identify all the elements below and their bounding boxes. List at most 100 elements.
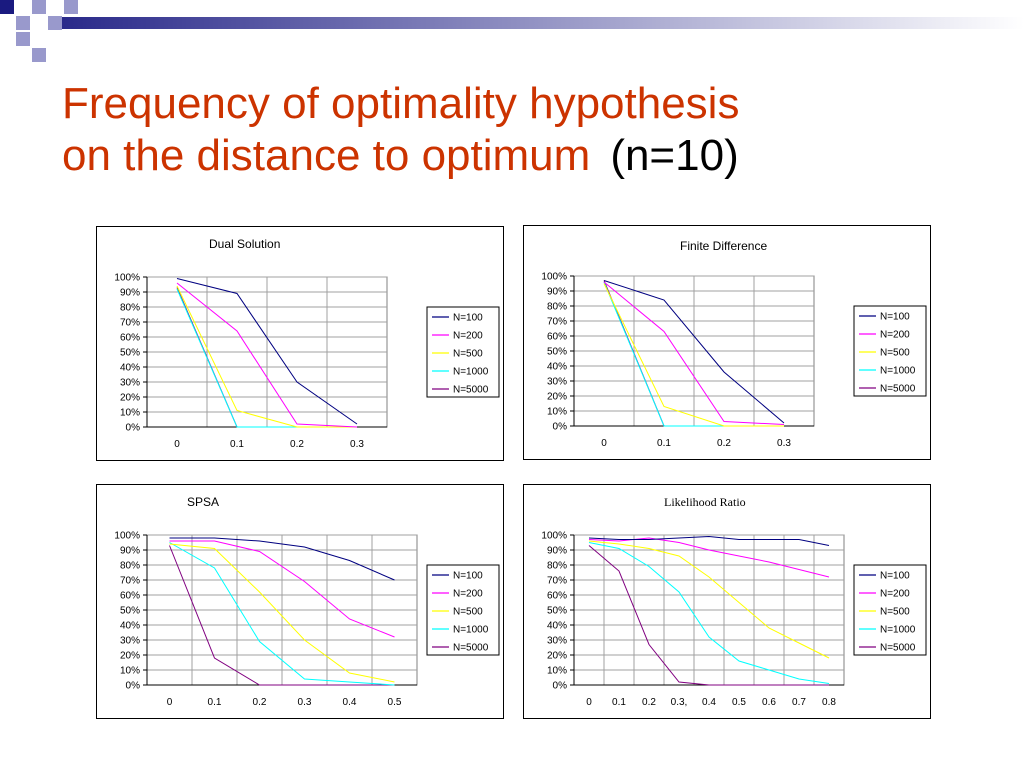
y-tick-label: 30% — [547, 636, 567, 647]
y-tick-label: 80% — [547, 302, 567, 313]
x-tick-label: 0 — [167, 697, 173, 708]
deco-square — [0, 0, 14, 14]
y-tick-label: 100% — [541, 531, 567, 542]
chart-dual-solution: Dual Solution 0% 10% 20% 30% 40% 50% 60% 70% 80% 9… — [114, 237, 500, 450]
x-tick-label: 0.3 — [777, 438, 791, 449]
y-tick-label: 90% — [547, 546, 567, 557]
y-tick-label: 0% — [126, 681, 141, 692]
legend-label: N=500 — [880, 607, 910, 618]
series-line-n-500 — [169, 543, 395, 683]
chart-panel-likelihood-ratio: Likelihood Ratio 0% 10% 20% 30% 40% 50% 60% 70% 8… — [523, 484, 931, 719]
x-tick-label: 0 — [586, 697, 592, 708]
deco-square — [16, 16, 30, 30]
y-tick-label: 100% — [541, 272, 567, 283]
series-line-n-100 — [169, 537, 395, 581]
y-tick-label: 40% — [120, 363, 140, 374]
legend-label: N=5000 — [453, 643, 489, 654]
x-tick-label: 0.2 — [717, 438, 731, 449]
y-tick-label: 90% — [120, 546, 140, 557]
series-line-n-100 — [176, 278, 358, 425]
y-tick-label: 50% — [120, 606, 140, 617]
legend-label: N=5000 — [880, 643, 916, 654]
y-tick-label: 60% — [547, 332, 567, 343]
x-tick-label: 0.6 — [762, 697, 776, 708]
series-line-n-100 — [588, 535, 830, 546]
deco-square — [32, 0, 46, 14]
y-tick-label: 70% — [120, 318, 140, 329]
legend-label: N=1000 — [880, 625, 916, 636]
y-tick-label: 90% — [547, 287, 567, 298]
chart-likelihood-ratio: Likelihood Ratio 0% 10% 20% 30% 40% 50% 60% 70% 8… — [541, 495, 927, 708]
legend-label: N=1000 — [453, 367, 489, 378]
legend-label: N=100 — [453, 571, 483, 582]
y-tick-label: 80% — [120, 561, 140, 572]
legend-label: N=200 — [453, 331, 483, 342]
series-line-n-500 — [603, 283, 784, 427]
y-tick-label: 30% — [120, 378, 140, 389]
y-tick-label: 0% — [553, 422, 568, 433]
legend-label: N=100 — [880, 571, 910, 582]
y-tick-label: 10% — [120, 408, 140, 419]
deco-square — [48, 16, 62, 30]
chart-panel-finite-difference: Finite Difference 0% 10% 20% 30% 40% 50% 60% 70%… — [523, 225, 931, 460]
x-tick-label: 0 — [174, 439, 180, 450]
x-tick-label: 0.1 — [230, 439, 244, 450]
y-tick-label: 0% — [553, 681, 568, 692]
series-line-n-200 — [176, 282, 358, 428]
x-tick-label: 0.4 — [343, 697, 357, 708]
series-line-n-200 — [603, 281, 785, 425]
y-tick-label: 100% — [114, 531, 140, 542]
legend-box — [853, 305, 927, 397]
legend-box — [426, 306, 500, 398]
series-line-n-100 — [603, 280, 785, 424]
x-tick-label: 0.5 — [732, 697, 746, 708]
deco-square — [32, 48, 46, 62]
y-tick-label: 70% — [120, 576, 140, 587]
legend-label: N=200 — [453, 589, 483, 600]
title-line-1: Frequency of optimality hypothesis — [62, 79, 740, 128]
y-tick-label: 10% — [547, 407, 567, 418]
x-tick-label: 0 — [601, 438, 607, 449]
series-line-n-5000 — [588, 545, 829, 686]
x-tick-label: 0.2 — [642, 697, 656, 708]
y-tick-label: 60% — [547, 591, 567, 602]
legend-box — [853, 564, 927, 656]
chart-title: Finite Difference — [680, 239, 767, 253]
y-tick-label: 50% — [547, 606, 567, 617]
decorative-header — [0, 0, 1024, 62]
chart-title: Dual Solution — [209, 237, 280, 251]
legend-label: N=200 — [880, 330, 910, 341]
y-tick-label: 70% — [547, 317, 567, 328]
chart-title: SPSA — [187, 495, 219, 509]
legend-label: N=5000 — [453, 385, 489, 396]
legend-label: N=500 — [453, 349, 483, 360]
y-tick-label: 50% — [120, 348, 140, 359]
x-tick-label: 0.2 — [253, 697, 267, 708]
y-tick-label: 20% — [120, 651, 140, 662]
x-tick-label: 0.7 — [792, 697, 806, 708]
x-tick-label: 0.3, — [671, 697, 688, 708]
x-tick-label: 0.1 — [612, 697, 626, 708]
deco-square — [16, 32, 30, 46]
series-line-n-200 — [169, 540, 395, 638]
y-tick-label: 20% — [120, 393, 140, 404]
x-tick-label: 0.2 — [290, 439, 304, 450]
legend-box — [426, 564, 500, 656]
y-tick-label: 0% — [126, 423, 141, 434]
x-tick-label: 0.1 — [208, 697, 222, 708]
y-tick-label: 20% — [547, 392, 567, 403]
y-tick-label: 40% — [547, 362, 567, 373]
y-tick-label: 60% — [120, 333, 140, 344]
chart-spsa: SPSA 0% 10% 20% 30% 40% 50% 60% 70% 80% 90% 100% 0 0.… — [114, 495, 500, 708]
y-tick-label: 40% — [120, 621, 140, 632]
series-line-n-5000 — [169, 545, 395, 686]
y-tick-label: 40% — [547, 621, 567, 632]
chart-panel-dual-solution: Dual Solution 0% 10% 20% 30% 40% 50% 60% 70% 80% 9… — [96, 226, 504, 461]
x-tick-label: 0.1 — [657, 438, 671, 449]
y-tick-label: 20% — [547, 651, 567, 662]
y-tick-label: 30% — [547, 377, 567, 388]
chart-title: Likelihood Ratio — [664, 495, 746, 509]
legend-label: N=200 — [880, 589, 910, 600]
legend-label: N=500 — [880, 348, 910, 359]
x-tick-label: 0.8 — [822, 697, 836, 708]
